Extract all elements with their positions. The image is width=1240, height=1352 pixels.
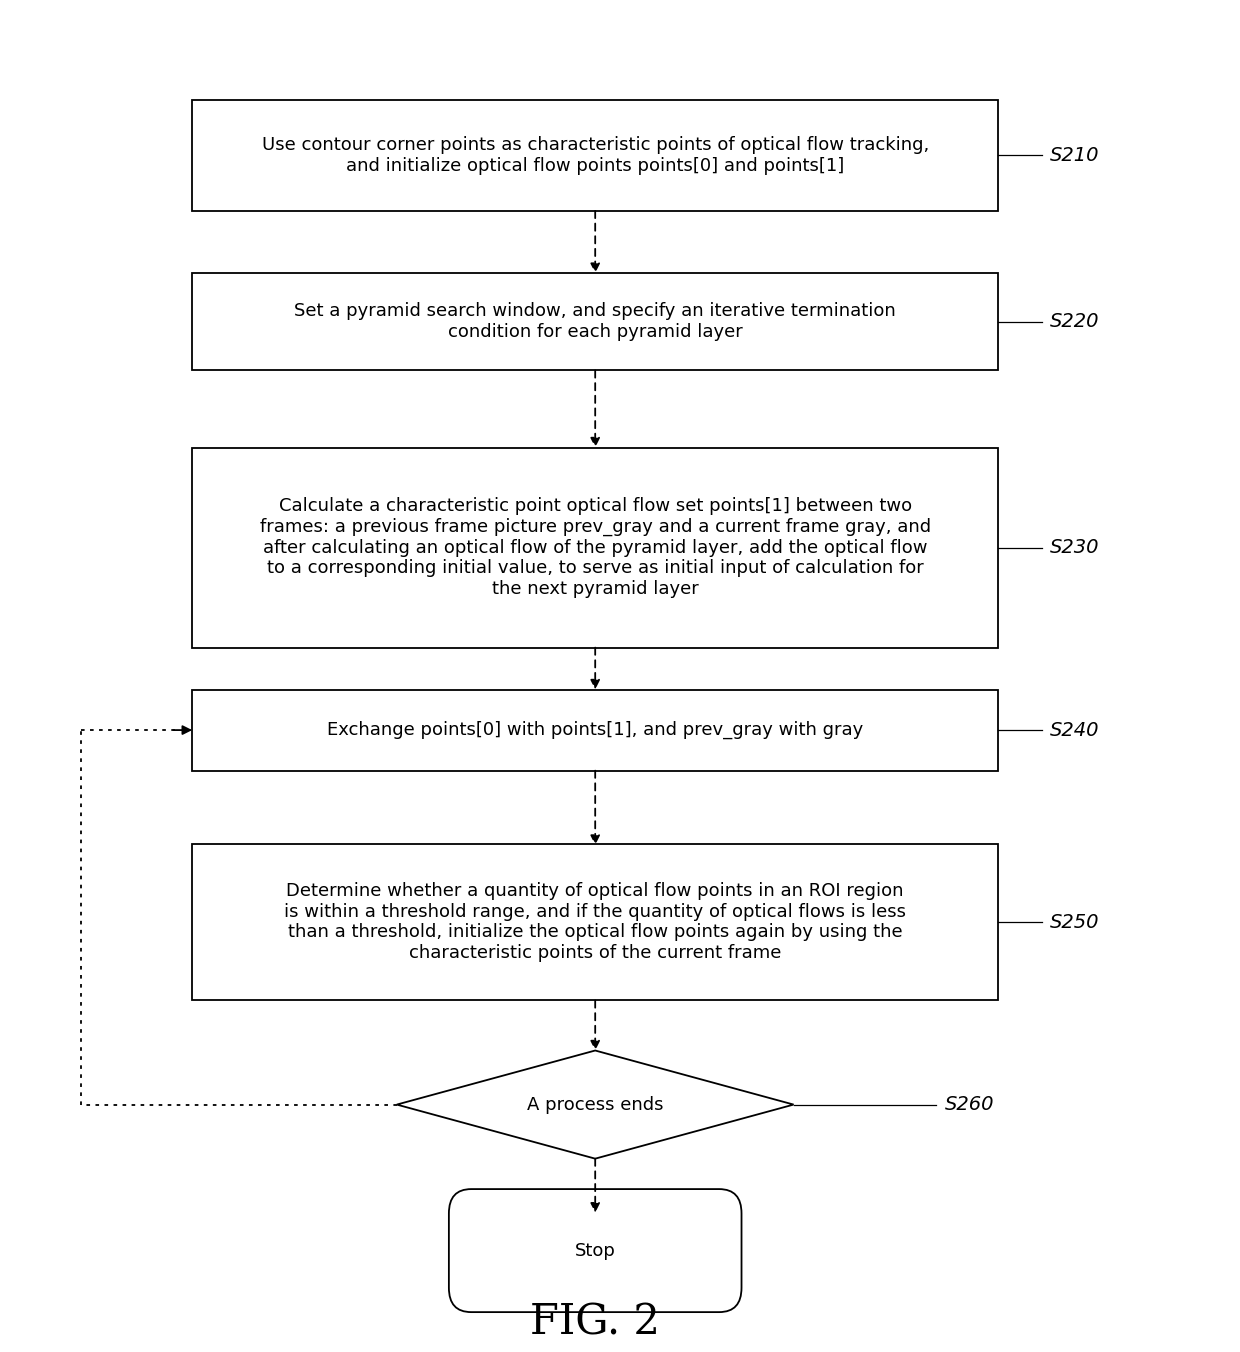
Text: Set a pyramid search window, and specify an iterative termination
condition for : Set a pyramid search window, and specify…	[294, 303, 897, 341]
FancyBboxPatch shape	[192, 690, 998, 771]
Text: S210: S210	[1050, 146, 1100, 165]
FancyBboxPatch shape	[192, 844, 998, 1000]
Text: S250: S250	[1050, 913, 1100, 932]
FancyBboxPatch shape	[449, 1190, 742, 1311]
Text: S220: S220	[1050, 312, 1100, 331]
Polygon shape	[397, 1051, 794, 1159]
FancyBboxPatch shape	[192, 448, 998, 648]
Text: Calculate a characteristic point optical flow set points[1] between two
frames: : Calculate a characteristic point optical…	[259, 496, 931, 599]
Text: Use contour corner points as characteristic points of optical flow tracking,
and: Use contour corner points as characteris…	[262, 137, 929, 174]
Text: S230: S230	[1050, 538, 1100, 557]
Text: Exchange points[0] with points[1], and prev_gray with gray: Exchange points[0] with points[1], and p…	[327, 721, 863, 740]
Text: Stop: Stop	[575, 1241, 615, 1260]
Text: FIG. 2: FIG. 2	[531, 1301, 660, 1344]
Text: Determine whether a quantity of optical flow points in an ROI region
is within a: Determine whether a quantity of optical …	[284, 882, 906, 963]
FancyBboxPatch shape	[192, 100, 998, 211]
Text: S260: S260	[945, 1095, 994, 1114]
Text: A process ends: A process ends	[527, 1095, 663, 1114]
Text: S240: S240	[1050, 721, 1100, 740]
FancyBboxPatch shape	[192, 273, 998, 370]
